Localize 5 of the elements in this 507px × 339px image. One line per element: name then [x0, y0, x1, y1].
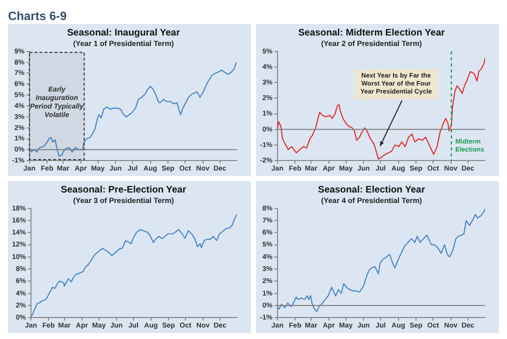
text: Charts 6-9: [8, 8, 68, 24]
chart-title: Seasonal: Inaugural Year: [67, 27, 180, 38]
chart-title: Seasonal: Midterm Election Year: [298, 27, 446, 38]
chart-title: Seasonal: Pre-Election Year: [60, 184, 187, 196]
chart-title: Seasonal: Election Year: [318, 184, 426, 196]
